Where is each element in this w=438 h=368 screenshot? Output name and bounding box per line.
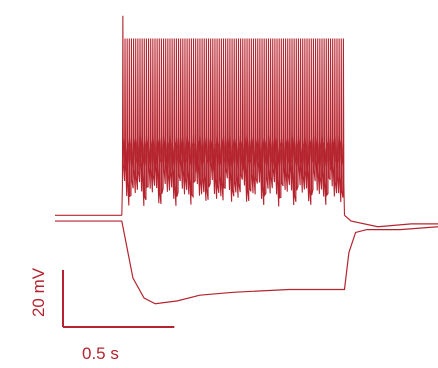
- spike-ahp-band: [122, 132, 344, 173]
- spike-train: [121, 15, 346, 216]
- scale-bar: 20 mV 0.5 s: [29, 267, 175, 363]
- time-scale-label: 0.5 s: [82, 344, 119, 363]
- voltage-traces: [55, 15, 438, 305]
- voltage-scale-label: 20 mV: [29, 267, 48, 317]
- hyperpolarizing-trace: [55, 220, 438, 305]
- spiking-trace-recovery: [344, 214, 438, 228]
